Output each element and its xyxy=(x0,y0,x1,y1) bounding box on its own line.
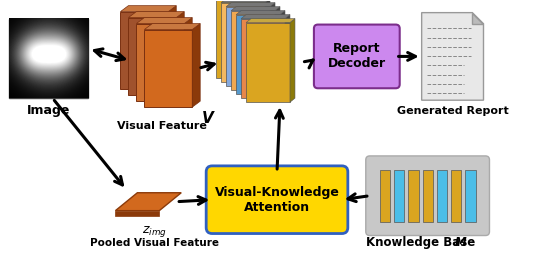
Bar xyxy=(437,170,447,221)
Polygon shape xyxy=(236,11,285,15)
Bar xyxy=(408,170,418,221)
Polygon shape xyxy=(265,0,270,82)
Bar xyxy=(231,11,275,90)
Polygon shape xyxy=(285,15,290,98)
Polygon shape xyxy=(136,18,192,24)
Polygon shape xyxy=(473,13,483,24)
Polygon shape xyxy=(270,3,275,86)
Polygon shape xyxy=(168,6,176,89)
Polygon shape xyxy=(128,12,184,18)
Bar xyxy=(236,15,280,94)
Bar xyxy=(128,18,176,95)
Bar xyxy=(451,170,461,221)
Bar xyxy=(394,170,404,221)
Bar xyxy=(221,3,265,82)
Polygon shape xyxy=(221,0,270,3)
Polygon shape xyxy=(275,7,280,90)
Polygon shape xyxy=(246,18,295,23)
Bar xyxy=(246,23,290,102)
Polygon shape xyxy=(231,7,280,11)
Text: Visual-Knowledge
Attention: Visual-Knowledge Attention xyxy=(214,186,339,214)
Polygon shape xyxy=(192,24,200,107)
Text: Visual Feature: Visual Feature xyxy=(118,121,207,131)
Text: Report
Decoder: Report Decoder xyxy=(328,42,386,70)
Bar xyxy=(226,7,270,86)
Text: V: V xyxy=(202,111,214,126)
Polygon shape xyxy=(260,0,265,78)
Text: Image: Image xyxy=(27,104,70,117)
Polygon shape xyxy=(176,12,184,95)
Text: $z_{img}$: $z_{img}$ xyxy=(142,224,167,239)
Bar xyxy=(465,170,475,221)
Polygon shape xyxy=(115,193,181,211)
FancyBboxPatch shape xyxy=(314,25,400,88)
Text: Pooled Visual Feature: Pooled Visual Feature xyxy=(90,237,219,248)
Bar xyxy=(136,24,184,101)
Polygon shape xyxy=(422,13,483,100)
Text: Knowledge Base: Knowledge Base xyxy=(366,236,479,249)
Polygon shape xyxy=(290,18,295,102)
Bar xyxy=(380,170,390,221)
Polygon shape xyxy=(226,3,275,7)
Bar xyxy=(422,170,433,221)
Polygon shape xyxy=(280,11,285,94)
Polygon shape xyxy=(241,15,290,18)
Polygon shape xyxy=(184,18,192,101)
FancyBboxPatch shape xyxy=(366,156,489,235)
Bar xyxy=(8,18,88,98)
Text: Generated Report: Generated Report xyxy=(396,106,508,116)
Polygon shape xyxy=(115,211,159,216)
FancyBboxPatch shape xyxy=(206,166,348,234)
Text: M: M xyxy=(455,236,466,249)
Bar xyxy=(216,0,260,78)
Polygon shape xyxy=(144,24,200,30)
Bar xyxy=(144,30,192,107)
Polygon shape xyxy=(120,6,176,12)
Bar xyxy=(120,12,168,89)
Bar xyxy=(241,18,285,98)
